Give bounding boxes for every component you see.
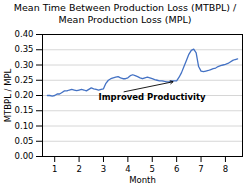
svg-text:0.30: 0.30: [15, 60, 34, 70]
svg-text:3: 3: [101, 164, 106, 174]
svg-text:0.05: 0.05: [15, 136, 34, 146]
svg-text:0.40: 0.40: [15, 29, 34, 39]
svg-text:Month: Month: [129, 175, 156, 185]
svg-text:8: 8: [223, 164, 228, 174]
svg-text:MTBPL / MPL: MTBPL / MPL: [3, 68, 13, 122]
svg-text:4: 4: [125, 164, 130, 174]
svg-text:6: 6: [174, 164, 179, 174]
svg-text:0.00: 0.00: [15, 151, 34, 161]
html-text:Mean Time Between Production L: Mean Time Between Production Loss (MTBPL…: [13, 2, 237, 25]
svg-text:1: 1: [52, 164, 57, 174]
svg-text:0.20: 0.20: [15, 90, 34, 100]
svg-text:7: 7: [198, 164, 203, 174]
svg-text:2: 2: [76, 164, 81, 174]
svg-text:0.25: 0.25: [15, 75, 34, 85]
svg-text:5: 5: [150, 164, 155, 174]
svg-text:0.35: 0.35: [15, 44, 34, 54]
svg-text:0.15: 0.15: [15, 105, 34, 115]
svg-text:0.10: 0.10: [15, 121, 34, 131]
svg-text:Improved Productivity: Improved Productivity: [99, 92, 206, 102]
